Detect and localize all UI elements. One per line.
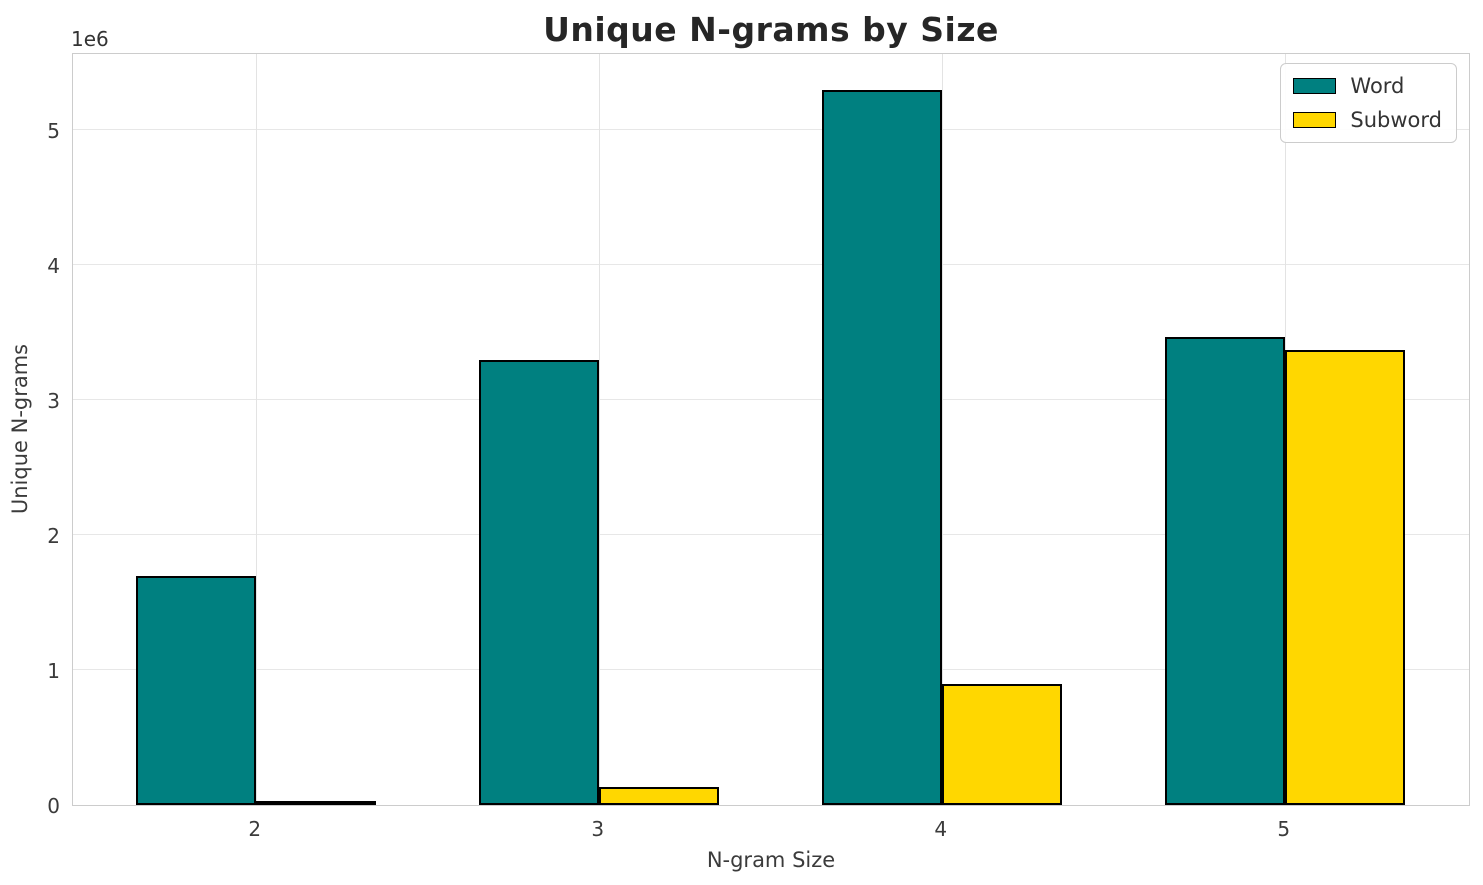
gridline-y-1 — [73, 669, 1469, 671]
plot-area: Word Subword — [72, 53, 1470, 806]
legend-item-subword: Subword — [1293, 108, 1442, 132]
bar-word-2 — [135, 575, 256, 805]
bar-subword-4 — [941, 683, 1062, 805]
gridline-y-2 — [73, 534, 1469, 536]
bar-word-5 — [1164, 336, 1285, 805]
ytick-label-2: 2 — [47, 524, 60, 549]
xtick-label-4: 4 — [934, 817, 948, 841]
ytick-label-3: 3 — [47, 389, 60, 414]
y-axis-offset-text: 1e6 — [71, 27, 109, 51]
bar-subword-5 — [1284, 350, 1405, 805]
chart-title: Unique N-grams by Size — [543, 10, 999, 49]
legend-swatch-subword — [1293, 112, 1337, 128]
xtick-label-3: 3 — [591, 817, 605, 841]
ytick-label-1: 1 — [47, 659, 60, 684]
xtick-label-5: 5 — [1277, 817, 1291, 841]
bar-subword-3 — [598, 787, 719, 805]
bar-word-4 — [821, 89, 942, 805]
bar-word-3 — [478, 359, 599, 805]
gridline-x-2 — [255, 54, 257, 805]
legend: Word Subword — [1280, 63, 1457, 143]
gridline-y-3 — [73, 399, 1469, 401]
legend-swatch-word — [1293, 78, 1337, 94]
legend-item-word: Word — [1293, 74, 1442, 98]
ytick-label-4: 4 — [47, 254, 60, 279]
ytick-label-0: 0 — [47, 794, 60, 818]
y-axis-label: Unique N-grams — [8, 343, 32, 515]
gridline-x-4 — [941, 54, 943, 805]
legend-label-word: Word — [1350, 74, 1405, 98]
bar-subword-2 — [255, 801, 376, 805]
gridline-x-3 — [598, 54, 600, 805]
ytick-label-5: 5 — [47, 119, 60, 144]
legend-label-subword: Subword — [1350, 108, 1442, 132]
gridline-y-5 — [73, 129, 1469, 131]
x-axis-label: N-gram Size — [706, 848, 836, 872]
xtick-label-2: 2 — [248, 817, 262, 841]
gridline-y-4 — [73, 264, 1469, 266]
